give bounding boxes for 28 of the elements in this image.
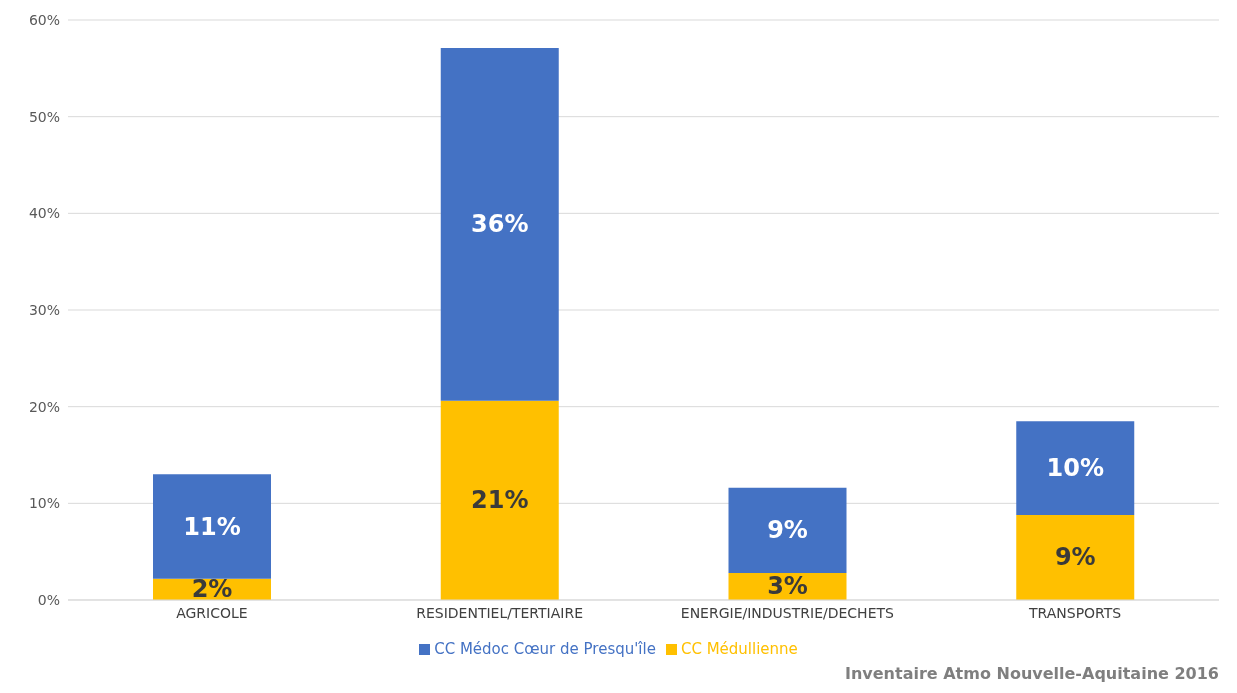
bar [1016,421,1135,515]
bar [728,487,847,573]
data-label: 36% [471,210,529,239]
y-tick-label: 40% [28,205,60,222]
bar [440,400,559,600]
x-tick-label: RESIDENTIEL/TERTIAIRE [416,604,584,621]
data-label: 10% [1046,454,1104,483]
text: Inventaire Atmo Nouvelle-Aquitaine 2016 [844,664,1219,683]
y-tick-label: 20% [28,398,60,415]
y-tick-label: 60% [28,11,60,28]
legend-label: CC Médullienne [680,640,798,658]
data-label: 11% [183,512,241,541]
data-label: 9% [1054,543,1096,572]
y-tick-label: 10% [28,495,60,512]
data-label: 21% [471,486,529,515]
data-label: 9% [767,516,808,545]
y-tick-label: 30% [28,301,60,318]
legend-label: CC Médoc Cœur de Presqu'île [434,640,656,658]
data-label: 3% [767,572,808,601]
data-label: 2% [191,575,233,604]
bar [440,48,559,401]
x-tick-label: ENERGIE/INDUSTRIE/DECHETS [680,604,895,621]
x-tick-label: AGRICOLE [176,604,248,621]
y-tick-label: 0% [37,591,60,608]
x-tick-label: TRANSPORTS [1027,604,1122,621]
bar [1016,514,1135,600]
y-tick-label: 50% [28,108,60,125]
bar [153,474,271,579]
